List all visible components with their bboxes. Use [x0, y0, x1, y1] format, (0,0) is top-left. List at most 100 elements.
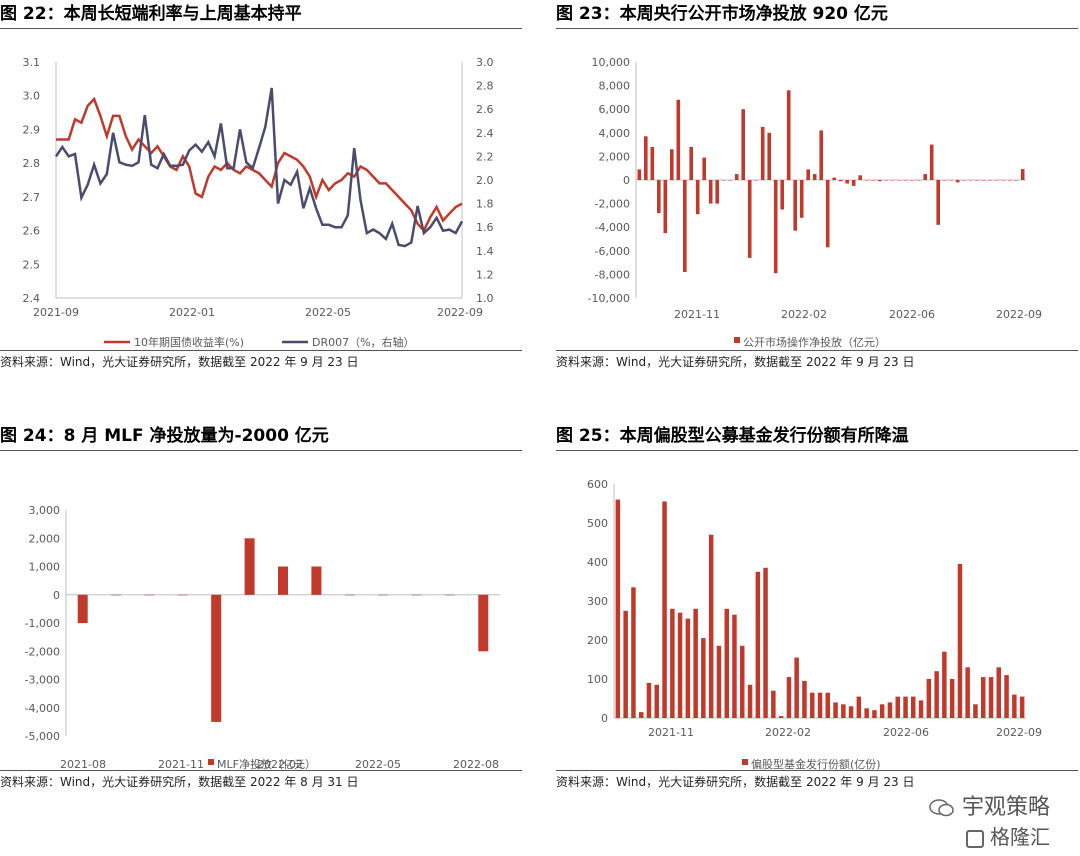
bar — [716, 645, 722, 718]
legend-swatch — [208, 759, 214, 765]
title-divider — [556, 28, 1078, 29]
bar — [670, 608, 675, 718]
x-tick-label: 2022-09 — [996, 726, 1042, 739]
bar — [780, 180, 784, 210]
bar — [877, 180, 882, 182]
y-tick-label: -10,000 — [588, 292, 630, 305]
bar — [793, 180, 797, 231]
source-note: 资料来源：Wind，光大证券研究所，数据截至 2022 年 8 月 31 日 — [0, 775, 359, 789]
bar — [654, 684, 659, 718]
bottom-divider — [0, 770, 522, 771]
bar — [344, 594, 355, 596]
bar — [975, 180, 979, 181]
y-tick-label-right: 2.0 — [476, 174, 494, 187]
chart-title: 图 23：本周央行公开市场净投放 920 亿元 — [556, 4, 888, 24]
y-tick-label: 3.0 — [23, 90, 41, 103]
bar — [926, 679, 932, 718]
y-tick-label: -4,000 — [25, 702, 60, 715]
open-market-bar-chart: -10,000 -8,000 -6,000 -4,000 -2,000 0 2,000 4,0… — [588, 56, 1042, 349]
bar — [957, 563, 963, 718]
bar — [773, 180, 778, 274]
bar — [663, 180, 668, 234]
y-tick-label: 10,000 — [592, 56, 631, 69]
bar — [747, 180, 752, 258]
bar — [1019, 696, 1025, 718]
x-tick-label: 2022-09 — [437, 306, 483, 319]
y-tick-label: 2,000 — [29, 532, 61, 545]
y-tick-label: 2.6 — [23, 225, 41, 238]
x-tick-label: 2022-08 — [453, 758, 499, 771]
bar — [825, 180, 830, 248]
bar — [786, 677, 792, 718]
y-tick-label: 600 — [587, 478, 608, 491]
bar — [981, 180, 986, 181]
bar — [955, 180, 960, 183]
y-tick-label: 300 — [587, 595, 608, 608]
bar — [755, 571, 761, 719]
x-tick-label: 2022-02 — [765, 726, 811, 739]
x-tick-label: 2021-08 — [60, 758, 106, 771]
bar — [916, 180, 921, 181]
x-tick-label: 2021-11 — [648, 726, 694, 739]
bar — [929, 144, 934, 180]
bar — [724, 608, 729, 718]
source-note: 资料来源：Wind，光大证券研究所，数据截至 2022 年 9 月 23 日 — [556, 775, 915, 789]
y-tick-label: 1,000 — [29, 561, 61, 574]
bar — [741, 109, 745, 180]
wechat-icon — [929, 798, 955, 818]
bar — [903, 180, 908, 181]
x-tick-label: 2022-01 — [169, 306, 215, 319]
bar — [657, 180, 661, 213]
bar — [689, 147, 693, 180]
bar — [615, 499, 621, 718]
bar — [144, 594, 155, 596]
bar — [639, 712, 644, 718]
y-tick-label-right: 3.0 — [476, 56, 494, 69]
bar — [646, 682, 652, 718]
y-tick-label: -2,000 — [595, 198, 630, 211]
fund-issuance-bar-chart: 0 100 200 300 400 500 600 2021-11 2022-02 2022-06… — [587, 478, 1042, 771]
watermark-brand: 格隆汇 — [929, 821, 1050, 850]
bar — [1020, 169, 1025, 180]
title-divider — [0, 28, 522, 29]
bar — [637, 169, 642, 180]
y-tick-label: 2,000 — [599, 150, 631, 163]
panel-rates: 图 22：本周长短端利率与上周基本持平 2.4 2.5 2.6 2.7 2.8 2.9 3.… — [0, 0, 522, 380]
bar — [721, 180, 726, 181]
bar — [1007, 180, 1012, 181]
bottom-divider — [556, 350, 1078, 351]
bar — [644, 136, 648, 180]
rates-line-chart: 2.4 2.5 2.6 2.7 2.8 2.9 3.0 3.1 1.0 1.2 1.4 1.6 1.8 2… — [23, 56, 494, 349]
bar — [177, 594, 188, 596]
x-tick-label: 2021-11 — [674, 308, 720, 321]
y-tick-label-right: 2.4 — [476, 127, 494, 140]
bar — [942, 651, 947, 718]
bar — [949, 679, 955, 718]
bar — [806, 169, 810, 180]
bar — [890, 180, 895, 181]
x-tick-label: 2021-09 — [33, 306, 79, 319]
y-tick-label-right: 1.0 — [476, 292, 494, 305]
bar — [1004, 675, 1009, 718]
bar — [832, 177, 836, 180]
bar — [936, 180, 940, 225]
legend-label: 偏股型基金发行份额(亿份) — [751, 757, 881, 771]
legend-swatch — [734, 337, 740, 343]
bar — [278, 566, 288, 595]
bar — [812, 174, 817, 180]
x-tick-label: 2022-05 — [355, 758, 401, 771]
bar — [771, 690, 776, 718]
panel-open-market: 图 23：本周央行公开市场净投放 920 亿元 -10,000 -8,000 -6,… — [556, 0, 1078, 380]
y-tick-label: -1,000 — [25, 617, 60, 630]
bar — [819, 130, 823, 180]
bar — [872, 710, 877, 718]
bar — [942, 180, 947, 181]
bar — [887, 702, 893, 718]
x-tick-label: 2022-05 — [305, 306, 351, 319]
bar — [879, 704, 885, 718]
panel-fund-issuance: 图 25：本周偏股型公募基金发行份额有所降温 0 100 200 300 400 500 6… — [556, 422, 1078, 802]
bar — [444, 594, 455, 596]
watermark: 宇观策略 格隆汇 — [929, 789, 1050, 850]
bar — [841, 704, 846, 718]
bar — [810, 692, 815, 718]
